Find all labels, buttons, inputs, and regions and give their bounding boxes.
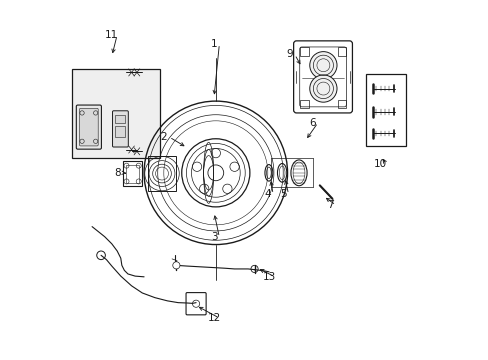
Text: 6: 6	[309, 118, 315, 128]
Bar	[300, 100, 308, 108]
Circle shape	[309, 75, 336, 102]
Text: 10: 10	[373, 159, 386, 169]
Text: 12: 12	[207, 313, 220, 323]
FancyBboxPatch shape	[115, 126, 125, 137]
Text: 7: 7	[326, 200, 333, 210]
Text: 8: 8	[114, 168, 120, 178]
Text: 4: 4	[264, 189, 270, 199]
Text: 2: 2	[160, 132, 167, 142]
Text: 9: 9	[285, 49, 292, 59]
Text: 5: 5	[279, 189, 286, 199]
Text: 13: 13	[263, 272, 276, 282]
Text: 11: 11	[105, 30, 118, 40]
Bar	[337, 47, 346, 56]
FancyBboxPatch shape	[76, 105, 101, 149]
FancyBboxPatch shape	[80, 108, 98, 146]
FancyBboxPatch shape	[112, 111, 128, 147]
Text: 1: 1	[210, 39, 217, 49]
Bar	[72, 69, 159, 158]
Bar	[300, 47, 308, 56]
Bar	[366, 74, 405, 146]
Text: 3: 3	[210, 232, 217, 242]
Circle shape	[172, 262, 180, 269]
Bar	[337, 100, 346, 108]
FancyBboxPatch shape	[115, 116, 125, 123]
Circle shape	[309, 51, 336, 79]
